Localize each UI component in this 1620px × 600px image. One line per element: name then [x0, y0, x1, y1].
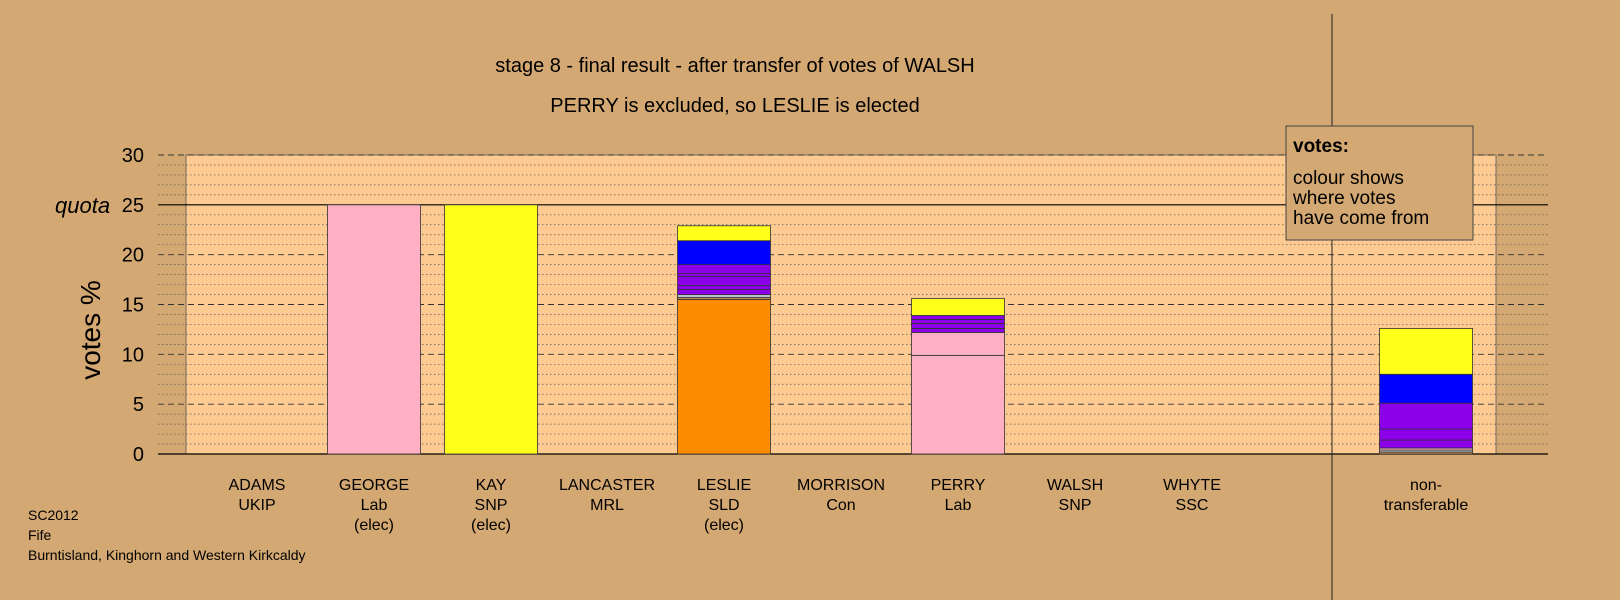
category-label: ADAMS: [229, 477, 286, 494]
category-label: transferable: [1384, 497, 1469, 514]
source-note: SC2012 Fife Burntisland, Kinghorn and We…: [28, 507, 306, 563]
category-label: SNP: [475, 497, 508, 514]
category-label: (elec): [471, 517, 511, 534]
bar-segment: [1379, 439, 1473, 449]
category-label: Lab: [945, 497, 972, 514]
bar-segment: [677, 264, 771, 275]
bar-segment: [677, 289, 771, 295]
bar-segment: [677, 294, 771, 298]
bar-segment: [1379, 373, 1473, 404]
category-label: UKIP: [238, 497, 275, 514]
category-label: KAY: [476, 477, 507, 494]
bar-segment: [677, 285, 771, 290]
category-label: PERRY: [931, 477, 986, 494]
bar-segment: [444, 204, 538, 455]
category-label: (elec): [704, 517, 744, 534]
legend-line: have come from: [1293, 208, 1429, 229]
bar-segment: [911, 323, 1005, 329]
bar-segment: [1379, 428, 1473, 441]
y-tick-label: 0: [133, 444, 144, 466]
y-axis-label: votes %: [75, 280, 106, 380]
category-label: GEORGE: [339, 477, 409, 494]
category-label: (elec): [354, 517, 394, 534]
legend-line: colour shows: [1293, 168, 1404, 189]
category-label: LESLIE: [697, 477, 751, 494]
source-line: Fife: [28, 527, 52, 543]
bar-segment: [911, 315, 1005, 320]
bar-segment: [911, 298, 1005, 316]
bar-segment: [911, 354, 1005, 455]
legend-heading: votes:: [1293, 136, 1349, 157]
legend: votes: colour shows where votes have com…: [1285, 125, 1474, 241]
y-tick-label: 15: [122, 295, 144, 317]
y-tick-label: 25: [122, 195, 144, 217]
bar-segment: [327, 204, 421, 455]
bar-segment: [677, 276, 771, 286]
bar-segment: [911, 319, 1005, 324]
legend-line: where votes: [1292, 188, 1395, 209]
chart-title: stage 8 - final result - after transfer …: [495, 55, 974, 77]
y-tick-label: 20: [122, 245, 144, 267]
category-label: SNP: [1059, 497, 1092, 514]
source-line: SC2012: [28, 507, 79, 523]
bar-segment: [677, 273, 771, 277]
category-label: Lab: [361, 497, 388, 514]
category-label: MORRISON: [797, 477, 885, 494]
category-label: MRL: [590, 497, 624, 514]
bar-segment: [1379, 402, 1473, 430]
bar-segment: [911, 332, 1005, 356]
category-label: Con: [826, 497, 855, 514]
category-label: SSC: [1176, 497, 1209, 514]
category-label: non-: [1410, 477, 1442, 494]
y-tick-label: 5: [133, 394, 144, 416]
category-label: WALSH: [1047, 477, 1103, 494]
quota-label: quota: [55, 193, 110, 218]
category-label: WHYTE: [1163, 477, 1221, 494]
chart-marks: ADAMS UKIP GEORGE Lab (elec) KAY SNP (elec) LANC…: [229, 204, 1473, 534]
bar-segment: [911, 328, 1005, 333]
bar-segment: [1379, 328, 1473, 375]
bar-segment: [677, 299, 771, 455]
y-tick-label: 30: [122, 145, 144, 167]
category-label: SLD: [708, 497, 739, 514]
source-line: Burntisland, Kinghorn and Western Kirkca…: [28, 547, 306, 563]
bar-segment: [677, 240, 771, 266]
chart-subtitle: PERRY is excluded, so LESLIE is elected: [550, 95, 919, 117]
category-label: LANCASTER: [559, 477, 655, 494]
y-tick-label: 10: [122, 344, 144, 366]
legend-box: [1285, 125, 1474, 241]
bar-segment: [677, 225, 771, 242]
